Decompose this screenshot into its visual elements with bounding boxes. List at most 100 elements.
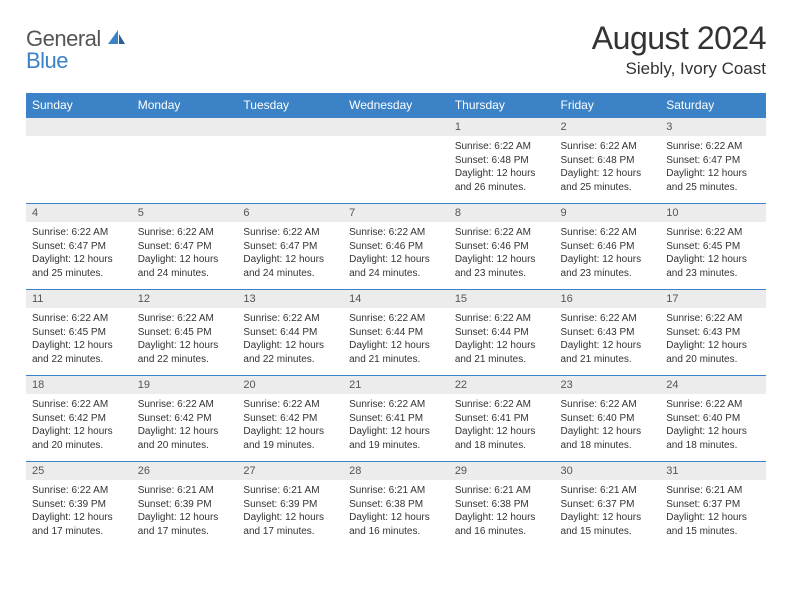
sunset-text: Sunset: 6:47 PM — [138, 240, 232, 254]
sunrise-text: Sunrise: 6:22 AM — [243, 312, 337, 326]
day-info: Sunrise: 6:22 AMSunset: 6:41 PMDaylight:… — [343, 394, 449, 452]
day-info: Sunrise: 6:22 AMSunset: 6:43 PMDaylight:… — [660, 308, 766, 366]
sunrise-text: Sunrise: 6:22 AM — [32, 484, 126, 498]
sunrise-text: Sunrise: 6:22 AM — [243, 226, 337, 240]
sunset-text: Sunset: 6:47 PM — [666, 154, 760, 168]
sunset-text: Sunset: 6:48 PM — [561, 154, 655, 168]
daylight-text: Daylight: 12 hours and 20 minutes. — [138, 425, 232, 452]
daylight-text: Daylight: 12 hours and 23 minutes. — [561, 253, 655, 280]
sunset-text: Sunset: 6:44 PM — [349, 326, 443, 340]
sunrise-text: Sunrise: 6:22 AM — [349, 312, 443, 326]
day-info: Sunrise: 6:22 AMSunset: 6:47 PMDaylight:… — [660, 136, 766, 194]
sunset-text: Sunset: 6:43 PM — [666, 326, 760, 340]
calendar-cell: 8Sunrise: 6:22 AMSunset: 6:46 PMDaylight… — [449, 204, 555, 290]
sunrise-text: Sunrise: 6:21 AM — [666, 484, 760, 498]
daylight-text: Daylight: 12 hours and 15 minutes. — [666, 511, 760, 538]
sunrise-text: Sunrise: 6:22 AM — [666, 226, 760, 240]
day-number — [26, 118, 132, 136]
sunrise-text: Sunrise: 6:22 AM — [666, 140, 760, 154]
daylight-text: Daylight: 12 hours and 22 minutes. — [32, 339, 126, 366]
daylight-text: Daylight: 12 hours and 17 minutes. — [32, 511, 126, 538]
day-number: 5 — [132, 204, 238, 222]
day-info: Sunrise: 6:22 AMSunset: 6:45 PMDaylight:… — [132, 308, 238, 366]
day-info: Sunrise: 6:22 AMSunset: 6:44 PMDaylight:… — [237, 308, 343, 366]
day-info: Sunrise: 6:22 AMSunset: 6:48 PMDaylight:… — [555, 136, 661, 194]
sunset-text: Sunset: 6:47 PM — [32, 240, 126, 254]
day-number: 20 — [237, 376, 343, 394]
calendar-cell: 3Sunrise: 6:22 AMSunset: 6:47 PMDaylight… — [660, 118, 766, 204]
day-number: 7 — [343, 204, 449, 222]
day-header: Saturday — [660, 93, 766, 118]
day-number: 1 — [449, 118, 555, 136]
sunset-text: Sunset: 6:39 PM — [138, 498, 232, 512]
calendar-cell: 9Sunrise: 6:22 AMSunset: 6:46 PMDaylight… — [555, 204, 661, 290]
day-number: 17 — [660, 290, 766, 308]
day-number: 29 — [449, 462, 555, 480]
daylight-text: Daylight: 12 hours and 21 minutes. — [455, 339, 549, 366]
day-info: Sunrise: 6:22 AMSunset: 6:39 PMDaylight:… — [26, 480, 132, 538]
sunset-text: Sunset: 6:38 PM — [455, 498, 549, 512]
calendar-cell: 25Sunrise: 6:22 AMSunset: 6:39 PMDayligh… — [26, 462, 132, 548]
day-info: Sunrise: 6:22 AMSunset: 6:45 PMDaylight:… — [660, 222, 766, 280]
day-number: 2 — [555, 118, 661, 136]
calendar-cell: 15Sunrise: 6:22 AMSunset: 6:44 PMDayligh… — [449, 290, 555, 376]
day-info: Sunrise: 6:22 AMSunset: 6:46 PMDaylight:… — [449, 222, 555, 280]
calendar-cell: 29Sunrise: 6:21 AMSunset: 6:38 PMDayligh… — [449, 462, 555, 548]
daylight-text: Daylight: 12 hours and 17 minutes. — [243, 511, 337, 538]
title-block: August 2024 Siebly, Ivory Coast — [592, 20, 766, 79]
daylight-text: Daylight: 12 hours and 23 minutes. — [666, 253, 760, 280]
sunset-text: Sunset: 6:45 PM — [138, 326, 232, 340]
calendar-table: Sunday Monday Tuesday Wednesday Thursday… — [26, 93, 766, 548]
day-info: Sunrise: 6:22 AMSunset: 6:40 PMDaylight:… — [555, 394, 661, 452]
sunset-text: Sunset: 6:40 PM — [666, 412, 760, 426]
calendar-cell: 19Sunrise: 6:22 AMSunset: 6:42 PMDayligh… — [132, 376, 238, 462]
day-info: Sunrise: 6:21 AMSunset: 6:37 PMDaylight:… — [555, 480, 661, 538]
header: General August 2024 Siebly, Ivory Coast — [26, 20, 766, 79]
daylight-text: Daylight: 12 hours and 18 minutes. — [561, 425, 655, 452]
sunrise-text: Sunrise: 6:21 AM — [138, 484, 232, 498]
sunset-text: Sunset: 6:41 PM — [455, 412, 549, 426]
sunrise-text: Sunrise: 6:22 AM — [349, 398, 443, 412]
calendar-cell: 14Sunrise: 6:22 AMSunset: 6:44 PMDayligh… — [343, 290, 449, 376]
calendar-row: 18Sunrise: 6:22 AMSunset: 6:42 PMDayligh… — [26, 376, 766, 462]
sunrise-text: Sunrise: 6:22 AM — [138, 226, 232, 240]
calendar-cell: 4Sunrise: 6:22 AMSunset: 6:47 PMDaylight… — [26, 204, 132, 290]
sunrise-text: Sunrise: 6:21 AM — [243, 484, 337, 498]
day-info: Sunrise: 6:22 AMSunset: 6:47 PMDaylight:… — [237, 222, 343, 280]
day-header: Monday — [132, 93, 238, 118]
calendar-row: 25Sunrise: 6:22 AMSunset: 6:39 PMDayligh… — [26, 462, 766, 548]
day-header: Tuesday — [237, 93, 343, 118]
calendar-cell: 16Sunrise: 6:22 AMSunset: 6:43 PMDayligh… — [555, 290, 661, 376]
month-title: August 2024 — [592, 20, 766, 57]
day-number: 8 — [449, 204, 555, 222]
day-number: 9 — [555, 204, 661, 222]
day-info: Sunrise: 6:22 AMSunset: 6:46 PMDaylight:… — [343, 222, 449, 280]
day-number: 30 — [555, 462, 661, 480]
calendar-cell: 31Sunrise: 6:21 AMSunset: 6:37 PMDayligh… — [660, 462, 766, 548]
daylight-text: Daylight: 12 hours and 25 minutes. — [32, 253, 126, 280]
daylight-text: Daylight: 12 hours and 20 minutes. — [32, 425, 126, 452]
daylight-text: Daylight: 12 hours and 17 minutes. — [138, 511, 232, 538]
daylight-text: Daylight: 12 hours and 16 minutes. — [455, 511, 549, 538]
sunset-text: Sunset: 6:37 PM — [561, 498, 655, 512]
sunset-text: Sunset: 6:44 PM — [243, 326, 337, 340]
daylight-text: Daylight: 12 hours and 21 minutes. — [561, 339, 655, 366]
sunset-text: Sunset: 6:47 PM — [243, 240, 337, 254]
day-number: 26 — [132, 462, 238, 480]
sunset-text: Sunset: 6:39 PM — [32, 498, 126, 512]
daylight-text: Daylight: 12 hours and 15 minutes. — [561, 511, 655, 538]
sunrise-text: Sunrise: 6:22 AM — [561, 226, 655, 240]
calendar-cell — [343, 118, 449, 204]
sunrise-text: Sunrise: 6:22 AM — [561, 312, 655, 326]
sunrise-text: Sunrise: 6:21 AM — [455, 484, 549, 498]
day-info: Sunrise: 6:21 AMSunset: 6:38 PMDaylight:… — [449, 480, 555, 538]
day-info: Sunrise: 6:22 AMSunset: 6:41 PMDaylight:… — [449, 394, 555, 452]
day-info: Sunrise: 6:22 AMSunset: 6:48 PMDaylight:… — [449, 136, 555, 194]
sunset-text: Sunset: 6:44 PM — [455, 326, 549, 340]
day-info: Sunrise: 6:22 AMSunset: 6:46 PMDaylight:… — [555, 222, 661, 280]
daylight-text: Daylight: 12 hours and 24 minutes. — [138, 253, 232, 280]
sunrise-text: Sunrise: 6:22 AM — [32, 398, 126, 412]
logo-sail-icon — [106, 28, 126, 51]
calendar-cell: 13Sunrise: 6:22 AMSunset: 6:44 PMDayligh… — [237, 290, 343, 376]
day-number — [237, 118, 343, 136]
